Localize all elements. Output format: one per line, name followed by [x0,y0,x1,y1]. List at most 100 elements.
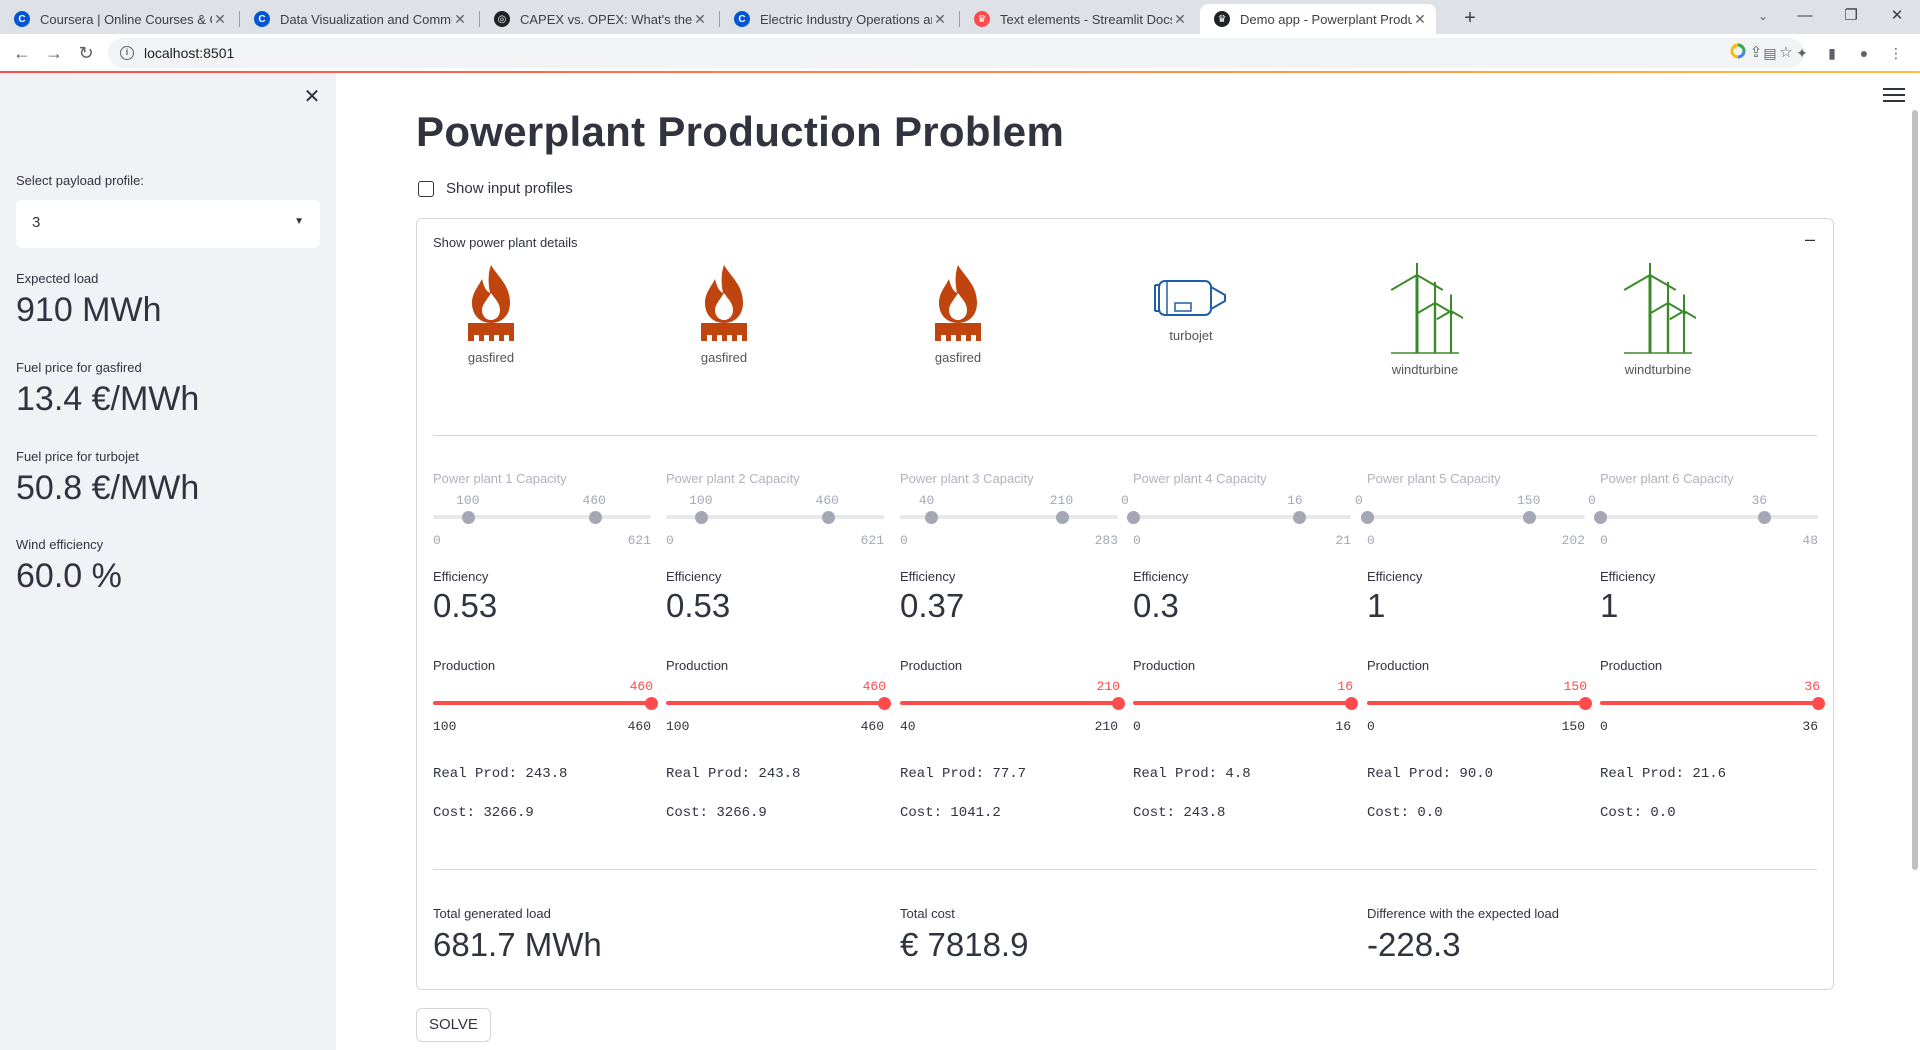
production-slider[interactable]: 16 0 16 [1133,679,1358,739]
bookmark-star-icon[interactable]: ☆ [1779,44,1793,61]
capacity-high-handle [1293,511,1307,524]
production-slider[interactable]: 460 100 460 [666,679,891,739]
reading-list-icon[interactable]: ▤ [1763,45,1777,61]
efficiency-label: Efficiency [666,569,722,584]
production-label: Production [1600,658,1663,673]
production-value: 210 [1096,679,1120,694]
production-handle[interactable] [1812,697,1825,710]
capacity-high-value: 16 [1287,493,1303,508]
payload-select-value: 3 [32,214,41,231]
windturbine-icon: windturbine [1598,245,1718,377]
coursera-icon: C [254,11,270,27]
capacity-low-handle [695,511,709,524]
production-slider[interactable]: 150 0 150 [1367,679,1592,739]
gas-price-label: Fuel price for gasfired [16,360,142,375]
checkbox-box[interactable] [418,180,434,197]
tab-search-icon[interactable]: ⌄ [1757,9,1769,23]
production-handle[interactable] [878,697,891,710]
production-track[interactable] [1367,701,1585,705]
tab-close-icon[interactable]: ✕ [694,10,706,27]
capacity-min: 0 [666,533,674,548]
capacity-range-slider: 100 460 0 621 [433,489,651,549]
capacity-low-value: 40 [918,493,935,508]
production-track[interactable] [1600,701,1818,705]
cost-text: Cost: 0.0 [1600,805,1676,821]
sidebar-close-icon[interactable]: ✕ [303,86,321,108]
capacity-low-value: 100 [456,493,480,508]
page-title: Powerplant Production Problem [416,108,1065,155]
capacity-high-handle [588,511,602,524]
browser-tab[interactable]: ♛ Demo app - Powerplant Production✕ [1200,4,1436,34]
show-input-profiles-checkbox[interactable]: Show input profiles [418,180,573,197]
capacity-min: 0 [1600,533,1608,548]
gas-price-value: 13.4 €/MWh [16,380,200,418]
hamburger-menu-icon[interactable] [1883,88,1905,106]
extensions-puzzle-icon[interactable]: ✦ [1796,45,1808,61]
solve-button[interactable]: SOLVE [416,1008,491,1042]
production-track[interactable] [666,701,884,705]
capacity-min: 0 [900,533,908,548]
plant-type-label: windturbine [1391,362,1459,377]
browser-tab[interactable]: ◎ CAPEX vs. OPEX: What's the Difference✕ [480,4,716,34]
profile-avatar-icon[interactable]: ● [1859,45,1869,61]
browser-toolbar: ← → ↻ i localhost:8501 ⇪ ☆ ▤ ✦ ▮ ● ⋮ [0,34,1920,72]
wind-efficiency-value: 60.0 % [16,557,122,595]
production-handle[interactable] [1345,697,1358,710]
minimize-icon[interactable]: — [1797,7,1813,24]
tab-close-icon[interactable]: ✕ [214,10,226,27]
tab-separator [719,11,720,27]
production-track[interactable] [900,701,1118,705]
browser-tabstrip: C Coursera | Online Courses & Credentials… [0,0,1920,34]
production-track[interactable] [433,701,651,705]
browser-tab[interactable]: ♛ Text elements - Streamlit Docs ✕ [960,4,1196,34]
back-icon[interactable]: ← [13,43,31,63]
production-handle[interactable] [1112,697,1125,710]
tab-close-icon[interactable]: ✕ [1174,10,1186,27]
forward-icon[interactable]: → [45,43,63,63]
extension-colorful-icon[interactable] [1728,43,1748,63]
info-icon[interactable]: i [120,46,134,60]
page-scrollbar[interactable] [1912,110,1918,870]
plant-type-label: gasfired [934,350,982,365]
production-value: 460 [629,679,653,694]
capacity-label: Power plant 6 Capacity [1600,471,1734,486]
expander-header[interactable]: Show power plant details [433,235,578,250]
sidebar: ✕ Select payload profile: 3 ▼ Expected l… [0,73,336,1050]
plant-type-label: gasfired [467,350,515,365]
efficiency-label: Efficiency [900,569,956,584]
payload-select-label: Select payload profile: [16,173,144,188]
real-production-text: Real Prod: 243.8 [666,766,801,782]
capacity-label: Power plant 5 Capacity [1367,471,1501,486]
browser-tab[interactable]: C Data Visualization and Communication✕ [240,4,476,34]
production-slider[interactable]: 36 0 36 [1600,679,1825,739]
production-slider[interactable]: 210 40 210 [900,679,1125,739]
capacity-label: Power plant 3 Capacity [900,471,1034,486]
tab-close-icon[interactable]: ✕ [1414,10,1426,27]
new-tab-button[interactable]: + [1464,7,1476,29]
close-window-icon[interactable]: ✕ [1890,7,1904,24]
tab-title: Coursera | Online Courses & Credentials [40,11,212,27]
tab-close-icon[interactable]: ✕ [454,10,466,27]
share-icon[interactable]: ⇪ [1749,44,1763,61]
production-slider[interactable]: 460 100 460 [433,679,658,739]
browser-tab[interactable]: C Coursera | Online Courses & Credentials… [0,4,236,34]
production-handle[interactable] [1579,697,1592,710]
efficiency-label: Efficiency [433,569,489,584]
address-bar[interactable]: i localhost:8501 ⇪ ☆ [108,38,1804,68]
tab-close-icon[interactable]: ✕ [934,10,946,27]
more-menu-icon[interactable]: ⋮ [1889,45,1903,61]
production-handle[interactable] [645,697,658,710]
total-cost-value: € 7818.9 [900,926,1029,963]
browser-tab[interactable]: C Electric Industry Operations and Market… [720,4,956,34]
production-track[interactable] [1133,701,1351,705]
efficiency-value: 0.53 [666,587,731,624]
restore-icon[interactable]: ❐ [1844,7,1858,24]
real-production-text: Real Prod: 90.0 [1367,766,1494,782]
production-min: 0 [1133,719,1141,734]
load-difference-value: -228.3 [1367,926,1461,963]
reload-icon[interactable]: ↻ [78,43,94,63]
production-label: Production [1367,658,1430,673]
side-panel-icon[interactable]: ▮ [1828,45,1836,61]
payload-profile-select[interactable]: 3 ▼ [16,200,320,248]
collapse-icon[interactable]: – [1804,229,1815,249]
